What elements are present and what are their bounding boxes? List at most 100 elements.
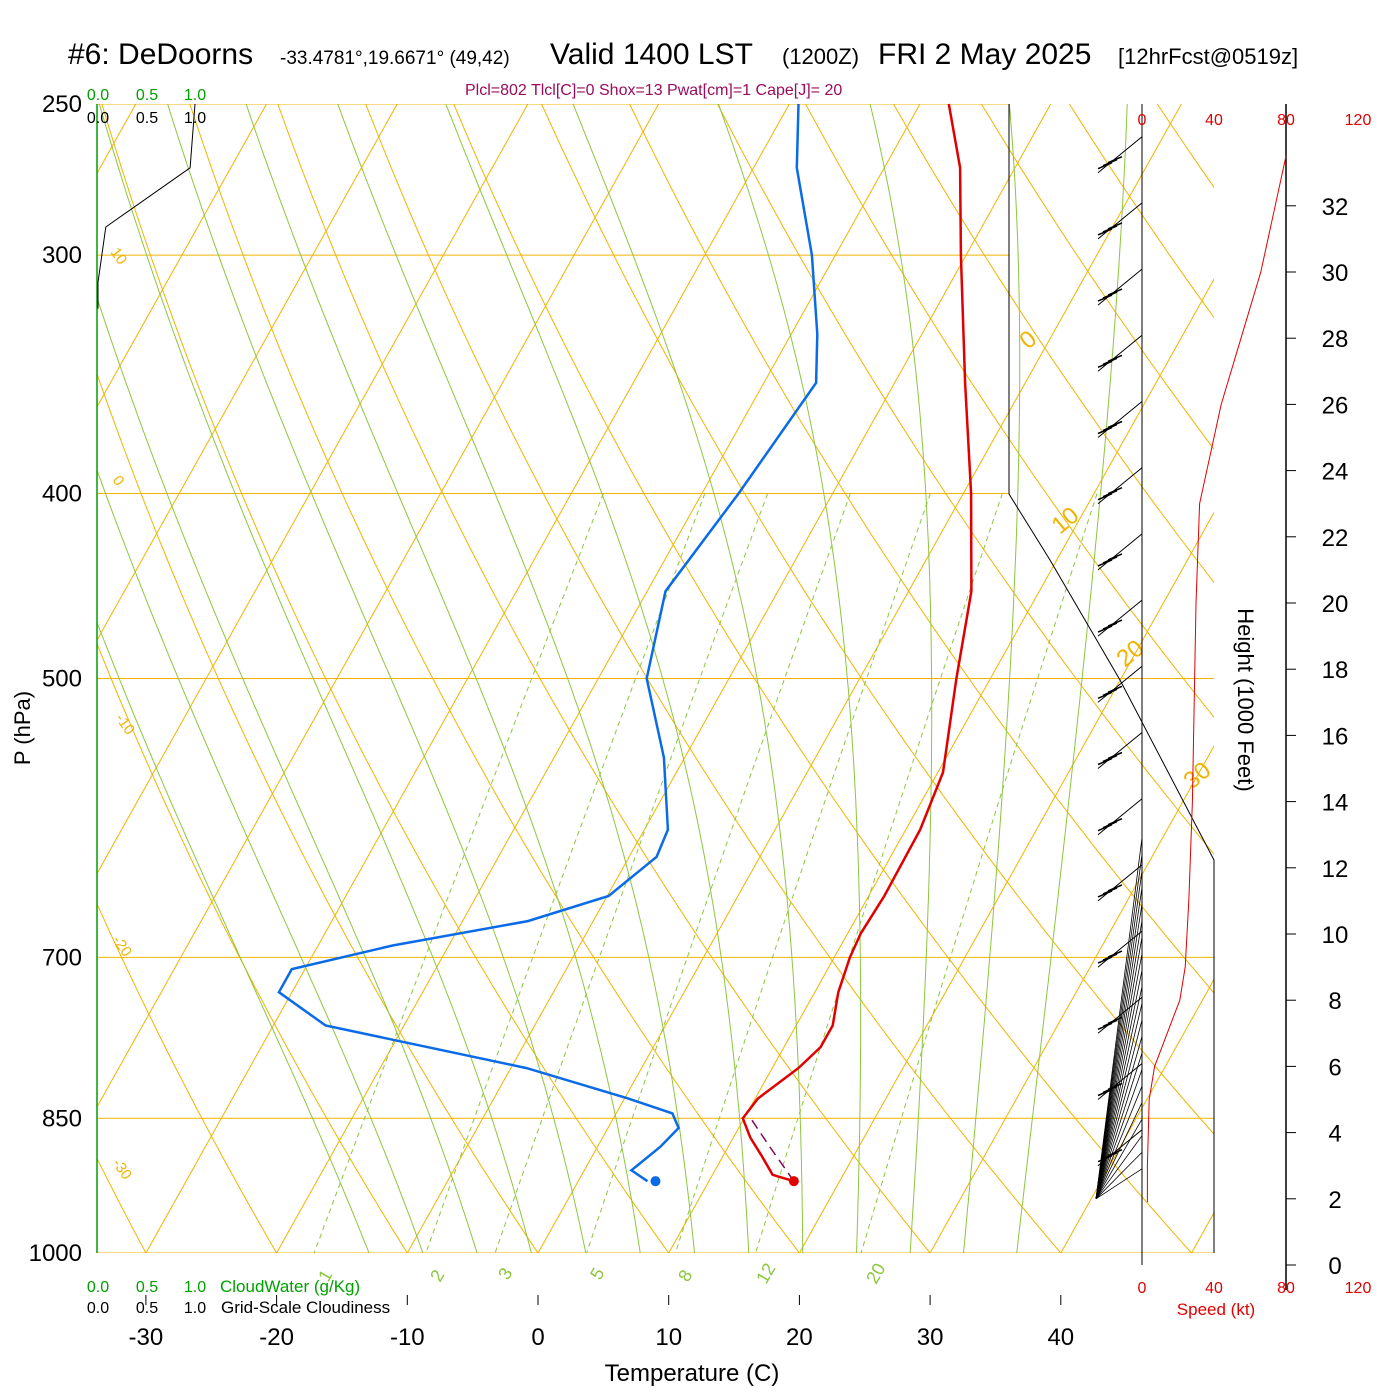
wind-barb [1097, 665, 1143, 703]
cloudiness-tick-bottom: 1.0 [184, 1300, 206, 1317]
wind-barb-flag [1097, 1022, 1113, 1030]
wind-barb-flag [1102, 887, 1118, 895]
zulu-time: (1200Z) [782, 44, 860, 69]
wind-barb-flag [1102, 357, 1118, 365]
temperature-tick-label: 20 [786, 1324, 813, 1351]
mixing-ratio-label: 3 [494, 1264, 516, 1283]
wind-barb-flag [1107, 222, 1123, 230]
wind-barb-flag [1107, 685, 1123, 693]
wind-barb-flag [1097, 691, 1113, 699]
wind-barb [1097, 202, 1143, 240]
temperature-tick-label: -10 [390, 1324, 425, 1351]
wind-barb-flag [1097, 625, 1113, 633]
dry-adiabat-line [453, 104, 1193, 1253]
height-tick-label: 2 [1328, 1187, 1341, 1214]
isotherm-line [668, 278, 1214, 1253]
pressure-tick-label: 300 [42, 242, 82, 269]
wind-barb [1097, 798, 1143, 836]
speed-tick-label-bottom: 0 [1138, 1280, 1147, 1297]
moist-adiabat-line [97, 296, 478, 1253]
cloudiness-tick-top: 1.0 [184, 110, 206, 127]
dry-adiabat-line [717, 104, 1214, 855]
moist-adiabat-line [572, 104, 804, 1253]
grid-clip [97, 104, 1214, 1253]
dry-adiabat-line [97, 642, 408, 1253]
isotherm-line [97, 104, 398, 642]
cloudiness-tick-bottom: 0.5 [136, 1300, 158, 1317]
low-level-wind-barb [1095, 1052, 1143, 1199]
isotherm-line [276, 104, 921, 1253]
wind-barb-flag [1102, 622, 1118, 630]
dry-adiabat-label: 10 [107, 245, 130, 268]
wind-barb [1097, 732, 1143, 769]
moist-adiabat-line [97, 468, 424, 1253]
isotherm-line [798, 511, 1214, 1253]
dry-adiabat-label: 0 [109, 473, 128, 490]
low-level-wind-barb [1095, 1135, 1143, 1200]
wind-barb-flag [1107, 751, 1123, 760]
wind-barb-flag [1107, 420, 1123, 429]
low-level-wind-barb [1095, 903, 1143, 1199]
cloud-water-label: CloudWater (g/Kg) [220, 1277, 360, 1296]
cloud-panel: 0.0 0.0 0.0 0.0 0.5 0.5 0.5 0.5 1.0 1.0 1.0 1.0 Clou… [87, 87, 390, 1317]
low-level-wind-barb [1095, 986, 1143, 1199]
moist-adiabat-label: 30 [1179, 757, 1217, 795]
low-level-wind-barb [1095, 1085, 1143, 1199]
dry-adiabat-label: -30 [109, 1156, 135, 1184]
low-level-wind-barb [1095, 837, 1143, 1199]
mixing-ratio-line [586, 493, 851, 1253]
speed-tick-label-top: 120 [1345, 112, 1372, 129]
temperature-tick-label: -20 [259, 1324, 294, 1351]
moist-adiabat-line [445, 104, 750, 1253]
moist-adiabat-line [869, 104, 933, 1253]
moist-adiabat-line [98, 104, 532, 1253]
wind-barb-flag [1097, 824, 1113, 832]
dry-adiabat-line [189, 104, 801, 1253]
dry-adiabat-line [365, 104, 1062, 1253]
height-tick-label: 4 [1328, 1121, 1341, 1148]
height-tick-label: 10 [1322, 922, 1349, 949]
height-tick-label: 30 [1322, 260, 1349, 287]
wind-barb-flag [1097, 493, 1113, 501]
wind-speed-profile [1146, 155, 1287, 1203]
pressure-axis-title: P (hPa) [10, 691, 35, 765]
station-title: #6: DeDoorns [68, 38, 254, 71]
sounding-profiles [277, 103, 973, 1187]
mixing-ratio-line [860, 493, 1098, 1253]
wind-barb-flag [1097, 294, 1113, 302]
wind-barb-flag [1102, 225, 1118, 233]
surface-dewpoint-point [650, 1176, 661, 1187]
wind-barb-flag [1102, 490, 1118, 498]
mixing-ratio-label: 12 [752, 1260, 779, 1287]
dewpoint-profile [277, 103, 819, 1183]
low-level-wind-barb [1095, 1036, 1143, 1199]
low-level-wind-barb [1095, 1102, 1143, 1199]
wind-barb-flag [1097, 559, 1113, 567]
pressure-tick-label: 500 [42, 666, 82, 693]
low-level-wind-barb [1095, 1151, 1143, 1200]
mixing-ratio-label: 2 [426, 1266, 448, 1285]
mixing-ratio-line [755, 493, 1003, 1253]
wind-barb-flag [1107, 553, 1123, 561]
temperature-axis-title: Temperature (C) [605, 1360, 780, 1387]
mixing-ratio-line [674, 493, 931, 1253]
wind-barb-flag [1102, 953, 1118, 961]
cloud-water-tick-top: 1.0 [184, 87, 206, 104]
wind-barb-flag [1097, 757, 1113, 766]
dry-adiabat-line [1156, 104, 1214, 189]
height-tick-label: 8 [1328, 988, 1341, 1015]
wind-barb-flag [1097, 890, 1113, 898]
mixing-ratio-label: 20 [862, 1260, 889, 1287]
mixing-ratio-line [494, 493, 769, 1253]
cloudiness-tick-top: 0.0 [87, 110, 109, 127]
mixing-ratio-label: 8 [674, 1266, 696, 1285]
height-tick-label: 26 [1322, 392, 1349, 419]
cloudiness-tick-bottom: 0.0 [87, 1300, 109, 1317]
moist-adiabat-line [1016, 104, 1128, 1253]
temperature-tick-label: 30 [917, 1324, 944, 1351]
low-level-wind-barb [1095, 970, 1143, 1199]
wind-barb-flag [1107, 487, 1123, 495]
pressure-tick-label: 700 [42, 944, 82, 971]
